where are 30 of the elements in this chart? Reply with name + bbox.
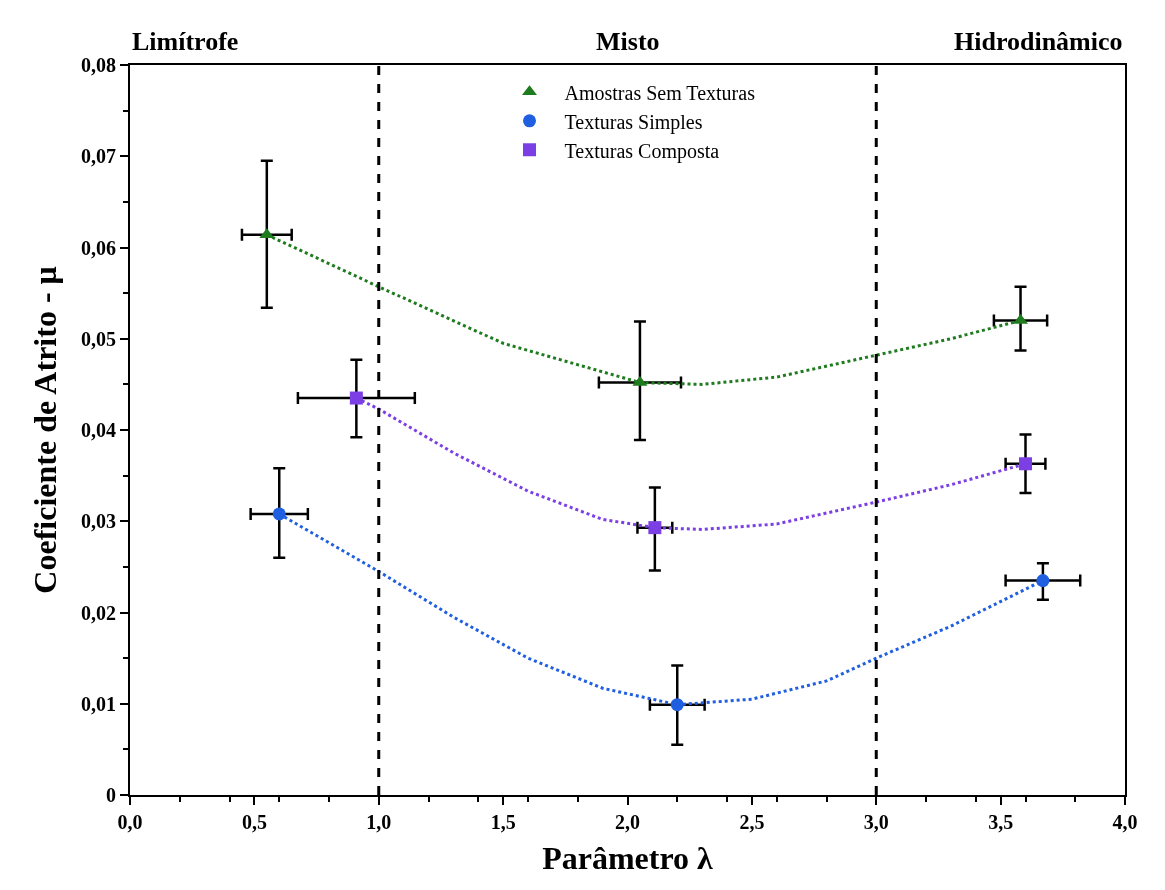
x-tick-label: 0,5: [241, 811, 267, 833]
x-tick-label: 4,0: [1112, 811, 1138, 833]
point: [1019, 457, 1032, 471]
y-tick-label: 0,03: [81, 510, 116, 533]
text: Hidrodinâmico: [954, 27, 1123, 56]
x-tick-label: 2,5: [739, 811, 765, 833]
x-tick-label: 1,5: [490, 811, 516, 833]
x-axis-title: Parâmetro λ: [542, 840, 714, 877]
text: Misto: [596, 27, 660, 56]
y-tick-label: 0: [106, 784, 116, 806]
legend-label: Amostras Sem Texturas: [564, 81, 756, 104]
x-tick-label: 3,0: [863, 811, 889, 833]
point: [1036, 574, 1050, 588]
point: [272, 507, 286, 521]
text: Limítrofe: [132, 27, 239, 56]
y-tick-label: 0,08: [81, 54, 116, 76]
y-axis-title: Coeficiente de Atrito - μ: [26, 266, 63, 594]
y-tick-label: 0,07: [81, 145, 116, 168]
y-tick-label: 0,02: [81, 601, 116, 624]
point: [349, 391, 363, 405]
legend-label: Texturas Simples: [564, 110, 703, 134]
y-tick-label: 0,04: [81, 419, 116, 441]
x-tick-label: 3,5: [988, 811, 1014, 833]
legend-label: Texturas Composta: [564, 139, 720, 163]
y-tick-label: 0,05: [81, 327, 116, 350]
y-tick-label: 0,06: [81, 236, 116, 259]
x-tick-label: 1,0: [366, 811, 392, 833]
x-tick-label: 0,0: [117, 811, 143, 833]
y-tick-label: 0,01: [81, 692, 116, 715]
x-tick-label: 2,0: [615, 811, 640, 833]
